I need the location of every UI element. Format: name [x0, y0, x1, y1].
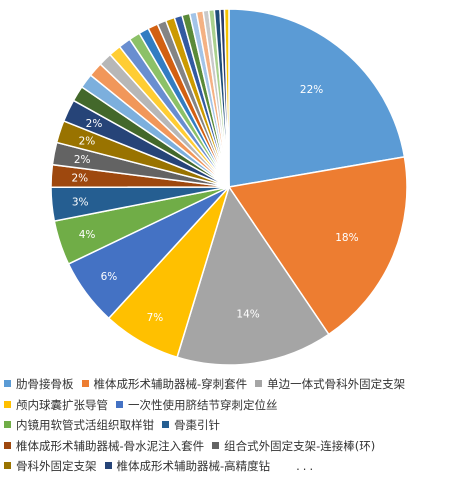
- legend-item: 椎体成形术辅助器械-高精度钻: [104, 458, 271, 474]
- slice-data-label: 2%: [86, 118, 103, 130]
- legend-row: 肋骨接骨板 椎体成形术辅助器械-穿刺套件 单边一体式骨科外固定支架: [4, 376, 460, 397]
- slice-data-label: 18%: [335, 232, 358, 244]
- legend-label: 骨棗引针: [174, 418, 220, 432]
- legend-swatch: [212, 441, 220, 449]
- legend-swatch: [4, 421, 11, 428]
- legend-item: 椎体成形术辅助器械-穿刺套件: [81, 376, 248, 392]
- pie-slice: [223, 8, 230, 188]
- legend-swatch: [4, 441, 11, 449]
- legend-swatch: [4, 400, 11, 408]
- chart-legend: 肋骨接骨板 椎体成形术辅助器械-穿刺套件 单边一体式骨科外固定支架颅内球囊扩张导管 一…: [4, 376, 460, 479]
- slice-data-label: 4%: [79, 229, 96, 241]
- legend-label: 颅内球囊扩张导管: [16, 397, 108, 412]
- pie-chart: 22% 18% 14% 7% 6% 4% 3% 2% 2% 2% 2%: [50, 8, 408, 366]
- pie-slice: [176, 185, 330, 366]
- legend-label: 椎体成形术辅助器械-穿刺套件: [93, 377, 248, 391]
- legend-item: 一次性使用脐结节穿刺定位丝: [116, 397, 278, 413]
- legend-row: 颅内球囊扩张导管 一次性使用脐结节穿刺定位丝: [4, 397, 460, 418]
- legend-label: 椎体成形术辅助器械-骨水泥注入套件: [16, 438, 205, 453]
- legend-swatch: [116, 400, 123, 408]
- legend-item: 肋骨接骨板: [4, 376, 74, 392]
- slice-data-label: 22%: [300, 84, 323, 96]
- legend-swatch: [4, 380, 11, 387]
- legend-item: 组合式外固定支架-连接棒(环): [212, 438, 375, 454]
- legend-more-indicator: ...: [296, 459, 317, 473]
- legend-swatch: [104, 462, 112, 469]
- legend-swatch: [4, 462, 11, 469]
- legend-item: 骨棗引针: [162, 417, 220, 433]
- slice-data-label: 2%: [71, 173, 88, 185]
- legend-swatch: [162, 421, 169, 428]
- pie-slice: [227, 155, 408, 336]
- legend-label: 单边一体式骨科外固定支架: [267, 377, 406, 391]
- legend-label: 肋骨接骨板: [16, 377, 74, 391]
- slice-data-label: 3%: [72, 197, 89, 209]
- legend-swatch: [255, 380, 263, 387]
- legend-label: 组合式外固定支架-连接棒(环): [224, 438, 376, 453]
- legend-row: 椎体成形术辅助器械-骨水泥注入套件 组合式外固定支架-连接棒(环): [4, 438, 460, 459]
- slice-data-label: 14%: [236, 309, 259, 321]
- legend-label: 一次性使用脐结节穿刺定位丝: [128, 397, 278, 412]
- slice-data-label: 6%: [101, 271, 118, 283]
- legend-label: 内镜用软管式活组织取样钳: [16, 418, 154, 432]
- slice-data-label: 2%: [79, 135, 96, 147]
- legend-item: 椎体成形术辅助器械-骨水泥注入套件: [4, 438, 204, 454]
- legend-row: 骨科外固定支架 椎体成形术辅助器械-高精度钻...: [4, 458, 460, 479]
- legend-item: 内镜用软管式活组织取样钳: [4, 417, 154, 433]
- legend-item: 颅内球囊扩张导管: [4, 397, 108, 413]
- slice-data-label: 2%: [74, 154, 91, 166]
- legend-item: 单边一体式骨科外固定支架: [255, 376, 405, 392]
- legend-swatch: [81, 380, 89, 387]
- slice-data-label: 7%: [147, 312, 164, 324]
- pie-slice: [228, 8, 406, 188]
- legend-item: 骨科外固定支架: [4, 458, 97, 474]
- legend-label: 骨科外固定支架: [16, 459, 97, 473]
- legend-label: 椎体成形术辅助器械-高精度钻: [116, 459, 271, 473]
- legend-row: 内镜用软管式活组织取样钳 骨棗引针: [4, 417, 460, 438]
